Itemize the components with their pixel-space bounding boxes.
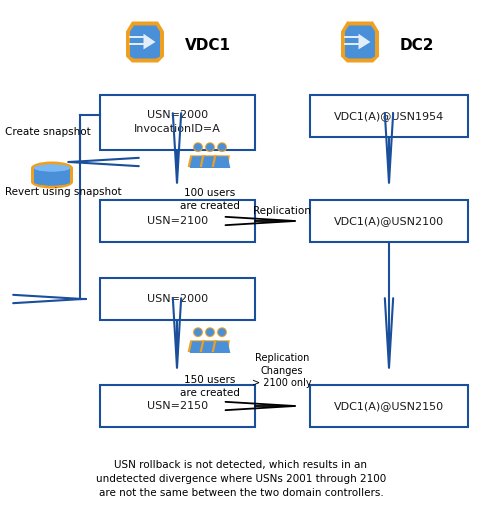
Ellipse shape [194, 328, 202, 336]
Ellipse shape [34, 179, 70, 185]
Polygon shape [214, 341, 230, 353]
Text: Revert using snapshot: Revert using snapshot [5, 187, 121, 197]
Polygon shape [190, 341, 206, 353]
Text: VDC1(A)@USN2100: VDC1(A)@USN2100 [334, 216, 444, 226]
Ellipse shape [193, 142, 203, 152]
Polygon shape [200, 340, 218, 352]
Text: VDC1(A)@USN2150: VDC1(A)@USN2150 [334, 401, 444, 411]
Bar [310, 200, 468, 242]
Ellipse shape [31, 175, 73, 188]
Text: USN=2000: USN=2000 [147, 294, 208, 304]
Polygon shape [212, 340, 230, 352]
Ellipse shape [193, 327, 203, 337]
Text: USN=2000
InvocationID=A: USN=2000 InvocationID=A [134, 110, 221, 135]
Text: USN rollback is not detected, which results in an
undetected divergence where US: USN rollback is not detected, which resu… [96, 460, 386, 498]
Text: VDC1(A)@USN1954: VDC1(A)@USN1954 [334, 111, 444, 121]
Ellipse shape [194, 143, 202, 151]
Bar [310, 95, 468, 137]
Polygon shape [190, 156, 206, 168]
Bar [34, 168, 70, 182]
Text: Replication: Replication [253, 206, 311, 216]
Text: 150 users
are created: 150 users are created [180, 375, 240, 398]
Text: Create snapshot: Create snapshot [5, 127, 91, 137]
Ellipse shape [34, 179, 70, 185]
Ellipse shape [31, 162, 73, 174]
Ellipse shape [217, 327, 227, 337]
Ellipse shape [217, 142, 227, 152]
Polygon shape [187, 340, 206, 352]
Bar [100, 95, 255, 150]
Ellipse shape [218, 143, 226, 151]
Bar [100, 385, 255, 427]
Ellipse shape [205, 327, 215, 337]
Bar [31, 168, 73, 182]
Polygon shape [341, 22, 379, 62]
Polygon shape [201, 156, 218, 168]
Text: USN=2100: USN=2100 [147, 216, 208, 226]
Ellipse shape [206, 143, 214, 151]
Polygon shape [212, 155, 230, 167]
Polygon shape [345, 25, 375, 58]
Ellipse shape [34, 165, 70, 171]
Text: 100 users
are created: 100 users are created [180, 188, 240, 211]
Text: VDC1: VDC1 [185, 38, 231, 53]
Bar [100, 200, 255, 242]
Polygon shape [214, 156, 230, 168]
Polygon shape [144, 34, 156, 50]
Polygon shape [187, 155, 206, 167]
Ellipse shape [34, 165, 70, 171]
Polygon shape [201, 341, 218, 353]
Polygon shape [200, 155, 218, 167]
Bar [34, 168, 70, 182]
Text: DC2: DC2 [400, 38, 434, 53]
Text: Replication
Changes
> 2100 only: Replication Changes > 2100 only [252, 353, 312, 388]
Polygon shape [130, 25, 160, 58]
Ellipse shape [205, 142, 215, 152]
Text: USN=2150: USN=2150 [147, 401, 208, 411]
Polygon shape [359, 34, 371, 50]
Bar [310, 385, 468, 427]
Polygon shape [126, 22, 164, 62]
Ellipse shape [218, 328, 226, 336]
Bar [100, 278, 255, 320]
Ellipse shape [206, 328, 214, 336]
